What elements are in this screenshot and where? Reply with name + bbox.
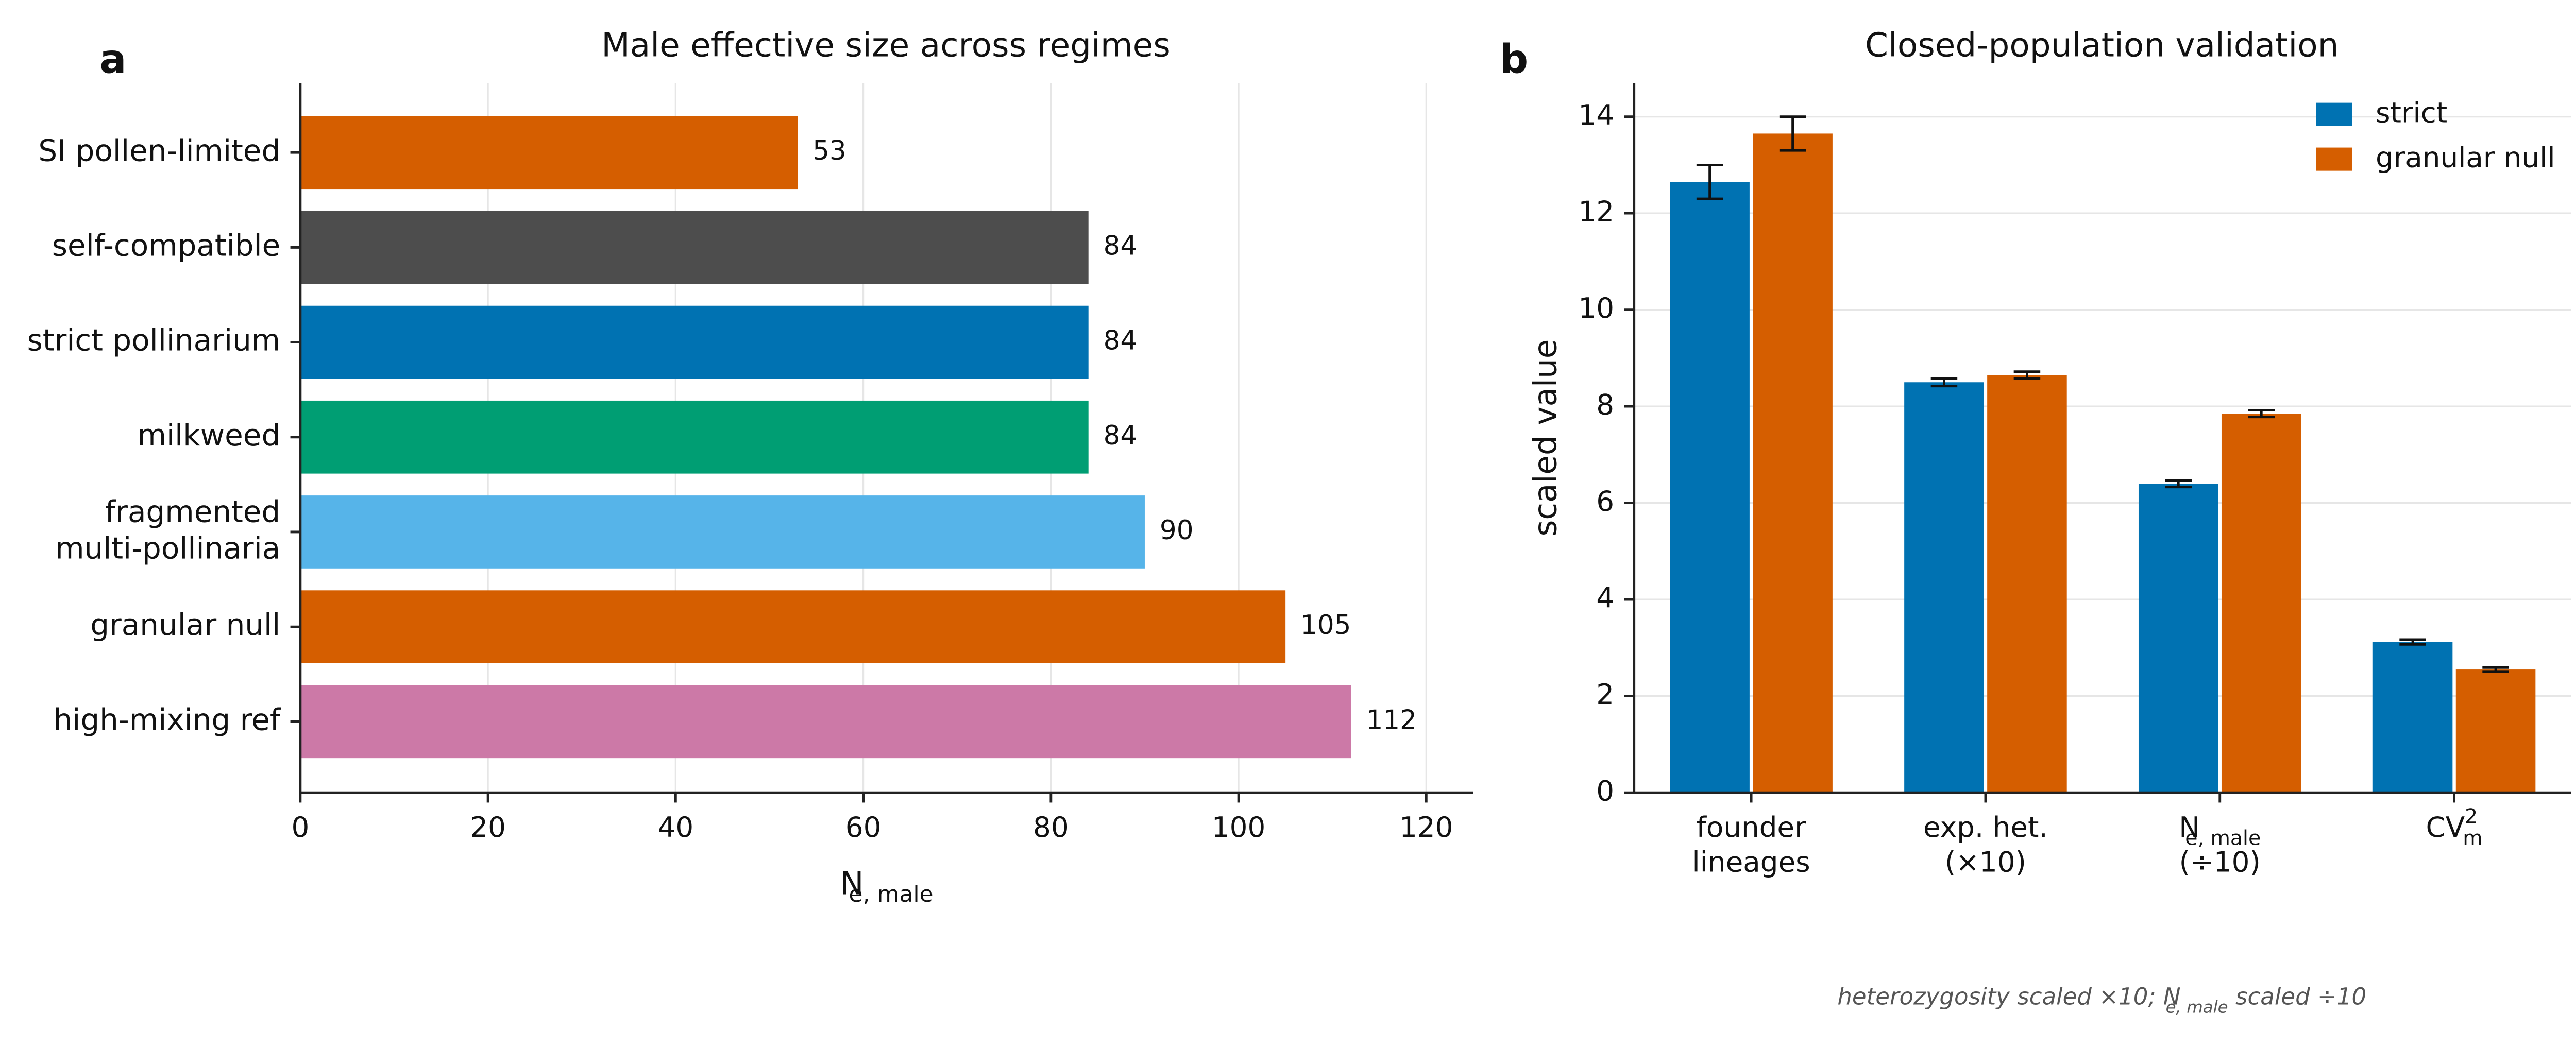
- legend-label: granular null: [2376, 141, 2555, 174]
- footnote-part: heterozygosity scaled ×10; N: [1837, 983, 2180, 1010]
- x-tick-label: CV2 m: [2426, 804, 2482, 850]
- value-label: 84: [1104, 420, 1138, 451]
- x-tick-label: (×10): [1945, 846, 2026, 879]
- y-tick-label: 10: [1578, 291, 1614, 324]
- x-tick-label: lineages: [1692, 846, 1810, 879]
- y-tick-label: multi-pollinaria: [55, 530, 280, 565]
- x-tick-label-part: (÷10): [2179, 846, 2261, 879]
- bar: [1670, 182, 1750, 793]
- footnote-sub: e, male: [2166, 998, 2228, 1017]
- x-axis-label-part: N: [840, 865, 864, 902]
- error-bar: [2482, 666, 2509, 673]
- bar: [1987, 375, 2067, 793]
- bar: [1904, 382, 1984, 793]
- panel-label: b: [1500, 37, 1528, 83]
- value-label: 90: [1160, 515, 1194, 546]
- x-tick-label: 40: [658, 811, 694, 844]
- chart-title: Closed-population validation: [1865, 26, 2338, 64]
- x-tick-label-part: exp. het.: [1923, 811, 2048, 844]
- bar: [300, 400, 1089, 474]
- legend-label: strict: [2376, 96, 2447, 129]
- value-label: 84: [1104, 230, 1138, 261]
- x-tick-label: 80: [1033, 811, 1069, 844]
- x-tick-label-sup: 2: [2465, 804, 2478, 828]
- x-tick-label: exp. het.: [1923, 811, 2048, 844]
- y-tick-label: 4: [1596, 581, 1614, 614]
- y-tick-label: fragmented: [105, 494, 280, 529]
- x-tick-label-part: lineages: [1692, 846, 1810, 879]
- chart-title: Male effective size across regimes: [601, 26, 1171, 64]
- bar: [2455, 669, 2536, 793]
- bar: [2372, 642, 2453, 793]
- x-axis-label: Ne, male: [840, 865, 934, 907]
- y-tick-label: granular null: [90, 607, 280, 642]
- x-tick-label: 60: [845, 811, 882, 844]
- x-tick-label: Ne, male: [2179, 811, 2261, 850]
- value-label: 105: [1300, 610, 1351, 641]
- error-bar: [1930, 377, 1958, 388]
- y-tick-label: 14: [1578, 98, 1614, 131]
- y-tick-label: milkweed: [138, 418, 281, 453]
- y-tick-label: self-compatible: [52, 228, 280, 263]
- error-bar: [2013, 370, 2041, 380]
- footnote-part: scaled ÷10: [2228, 983, 2366, 1010]
- x-tick-label-part: N: [2179, 811, 2200, 844]
- x-tick-label-sub: e, male: [2185, 826, 2261, 850]
- bar: [300, 211, 1089, 284]
- error-bar: [2165, 479, 2192, 489]
- x-tick-label-sub: m: [2463, 826, 2482, 850]
- bar: [2138, 484, 2218, 793]
- bar: [1753, 133, 1833, 793]
- bar: [300, 590, 1286, 663]
- y-axis-label: scaled value: [1527, 339, 1564, 537]
- x-tick-label-part: founder: [1697, 811, 1807, 844]
- bar: [300, 495, 1145, 569]
- bar: [300, 685, 1351, 759]
- error-bar: [1696, 163, 1723, 200]
- y-tick-label: SI pollen-limited: [38, 133, 280, 168]
- legend-swatch: [2316, 147, 2352, 171]
- error-bar: [2399, 638, 2426, 646]
- y-tick-label: strict pollinarium: [27, 323, 281, 358]
- x-tick-label: 120: [1399, 811, 1453, 844]
- x-tick-label: 20: [470, 811, 506, 844]
- x-tick-label: founder: [1697, 811, 1807, 844]
- error-bar: [2248, 409, 2275, 419]
- bar: [300, 305, 1089, 379]
- value-label: 84: [1104, 325, 1138, 356]
- panel-label: a: [99, 37, 126, 83]
- y-tick-label: 6: [1596, 485, 1614, 518]
- y-tick-label: 2: [1596, 678, 1614, 711]
- y-tick-label: 12: [1578, 195, 1614, 228]
- x-tick-label: (÷10): [2179, 846, 2261, 879]
- x-tick-label: 100: [1212, 811, 1265, 844]
- x-tick-label-part: CV: [2426, 811, 2465, 844]
- value-label: 53: [812, 135, 846, 166]
- bar: [2221, 414, 2301, 793]
- x-tick-label-part: (×10): [1945, 846, 2026, 879]
- x-tick-label: 0: [291, 811, 309, 844]
- x-axis-label-sub: e, male: [849, 881, 933, 907]
- y-tick-label: 0: [1596, 774, 1614, 807]
- y-tick-label: high-mixing ref: [54, 702, 281, 737]
- error-bar: [1779, 115, 1806, 152]
- y-tick-label: 8: [1596, 388, 1614, 421]
- bar: [300, 116, 798, 190]
- value-label: 112: [1366, 705, 1417, 735]
- legend-swatch: [2316, 102, 2352, 126]
- footnote: heterozygosity scaled ×10; Ne, male scal…: [1837, 983, 2366, 1017]
